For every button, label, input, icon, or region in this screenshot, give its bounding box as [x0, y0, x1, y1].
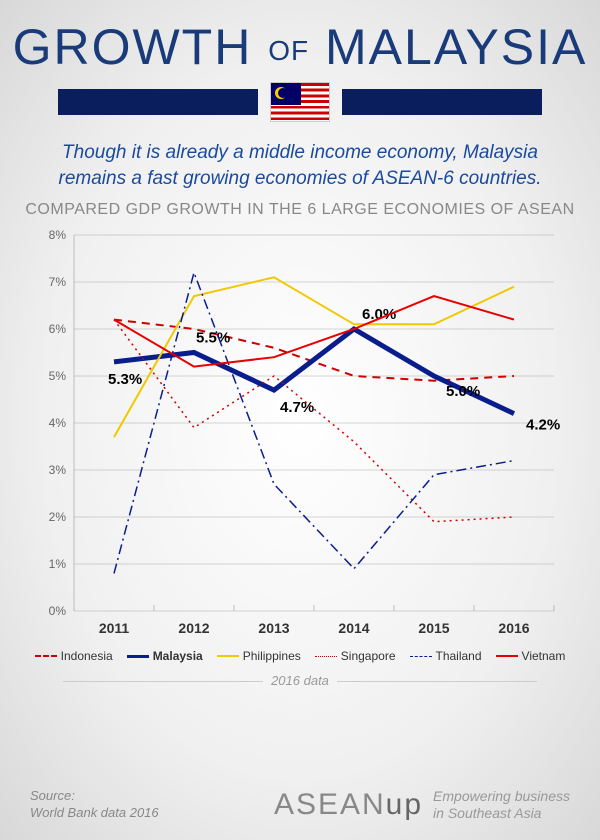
malaysia-flag-icon [270, 82, 330, 122]
svg-text:2%: 2% [49, 510, 67, 524]
data-label: 5.0% [446, 383, 480, 400]
legend-item: Vietnam [496, 649, 566, 663]
chart-legend: Indonesia Malaysia Philippines Singapore Tha… [30, 649, 570, 663]
logo-text: ASEANup [274, 788, 423, 822]
svg-text:5%: 5% [49, 369, 67, 383]
footer-note: 2016 data [0, 673, 600, 688]
tagline-line1: Empowering business [433, 788, 570, 805]
legend-label: Indonesia [61, 649, 113, 663]
title-of: OF [268, 35, 309, 66]
legend-swatch [35, 655, 57, 657]
legend-label: Singapore [341, 649, 396, 663]
data-label: 5.5% [196, 330, 230, 347]
data-label: 5.3% [108, 371, 142, 388]
legend-item: Philippines [217, 649, 301, 663]
legend-swatch [410, 656, 432, 657]
legend-item: Malaysia [127, 649, 203, 663]
legend-label: Vietnam [522, 649, 566, 663]
gdp-growth-chart: 0% 1% 2% 3% 4% 5% 6% 7% 8% 2011 2012 2013 2014 2015 20… [30, 225, 570, 663]
source-line2: World Bank data 2016 [30, 805, 159, 822]
legend-swatch [315, 656, 337, 657]
footer: Source: World Bank data 2016 ASEANup Emp… [0, 788, 600, 822]
series-singapore [114, 320, 514, 522]
legend-label: Philippines [243, 649, 301, 663]
svg-text:7%: 7% [49, 275, 67, 289]
source-text: Source: World Bank data 2016 [30, 788, 159, 822]
title-banner [0, 82, 600, 122]
legend-swatch [217, 655, 239, 657]
legend-item: Singapore [315, 649, 396, 663]
subtitle: Though it is already a middle income eco… [0, 122, 600, 201]
legend-item: Thailand [410, 649, 482, 663]
legend-swatch [496, 655, 518, 657]
page-title: GROWTH OF MALAYSIA [0, 0, 600, 76]
chart-title: COMPARED GDP GROWTH IN THE 6 LARGE ECONO… [0, 201, 600, 219]
svg-text:3%: 3% [49, 463, 67, 477]
svg-text:8%: 8% [49, 228, 67, 242]
svg-text:2013: 2013 [258, 620, 289, 636]
legend-label: Thailand [436, 649, 482, 663]
svg-text:2011: 2011 [99, 620, 130, 636]
series-indonesia [114, 320, 514, 381]
data-label: 4.2% [526, 417, 560, 434]
logo-main: ASEAN [274, 788, 386, 821]
source-line1: Source: [30, 788, 159, 805]
svg-text:6%: 6% [49, 322, 67, 336]
svg-text:2016: 2016 [498, 620, 529, 636]
svg-text:2014: 2014 [338, 620, 369, 636]
legend-label: Malaysia [153, 649, 203, 663]
svg-text:2015: 2015 [418, 620, 449, 636]
svg-text:0%: 0% [49, 604, 67, 618]
banner-bar-left [58, 89, 258, 115]
legend-item: Indonesia [35, 649, 113, 663]
svg-text:2012: 2012 [178, 620, 209, 636]
svg-text:1%: 1% [49, 557, 67, 571]
tagline: Empowering business in Southeast Asia [433, 788, 570, 822]
legend-swatch [127, 655, 149, 658]
tagline-line2: in Southeast Asia [433, 805, 570, 822]
svg-text:4%: 4% [49, 416, 67, 430]
data-label: 4.7% [280, 399, 314, 416]
title-country: MALAYSIA [325, 19, 587, 75]
title-growth: GROWTH [13, 19, 253, 75]
logo-block: ASEANup Empowering business in Southeast… [274, 788, 570, 822]
logo-sub: up [386, 788, 423, 821]
banner-bar-right [342, 89, 542, 115]
